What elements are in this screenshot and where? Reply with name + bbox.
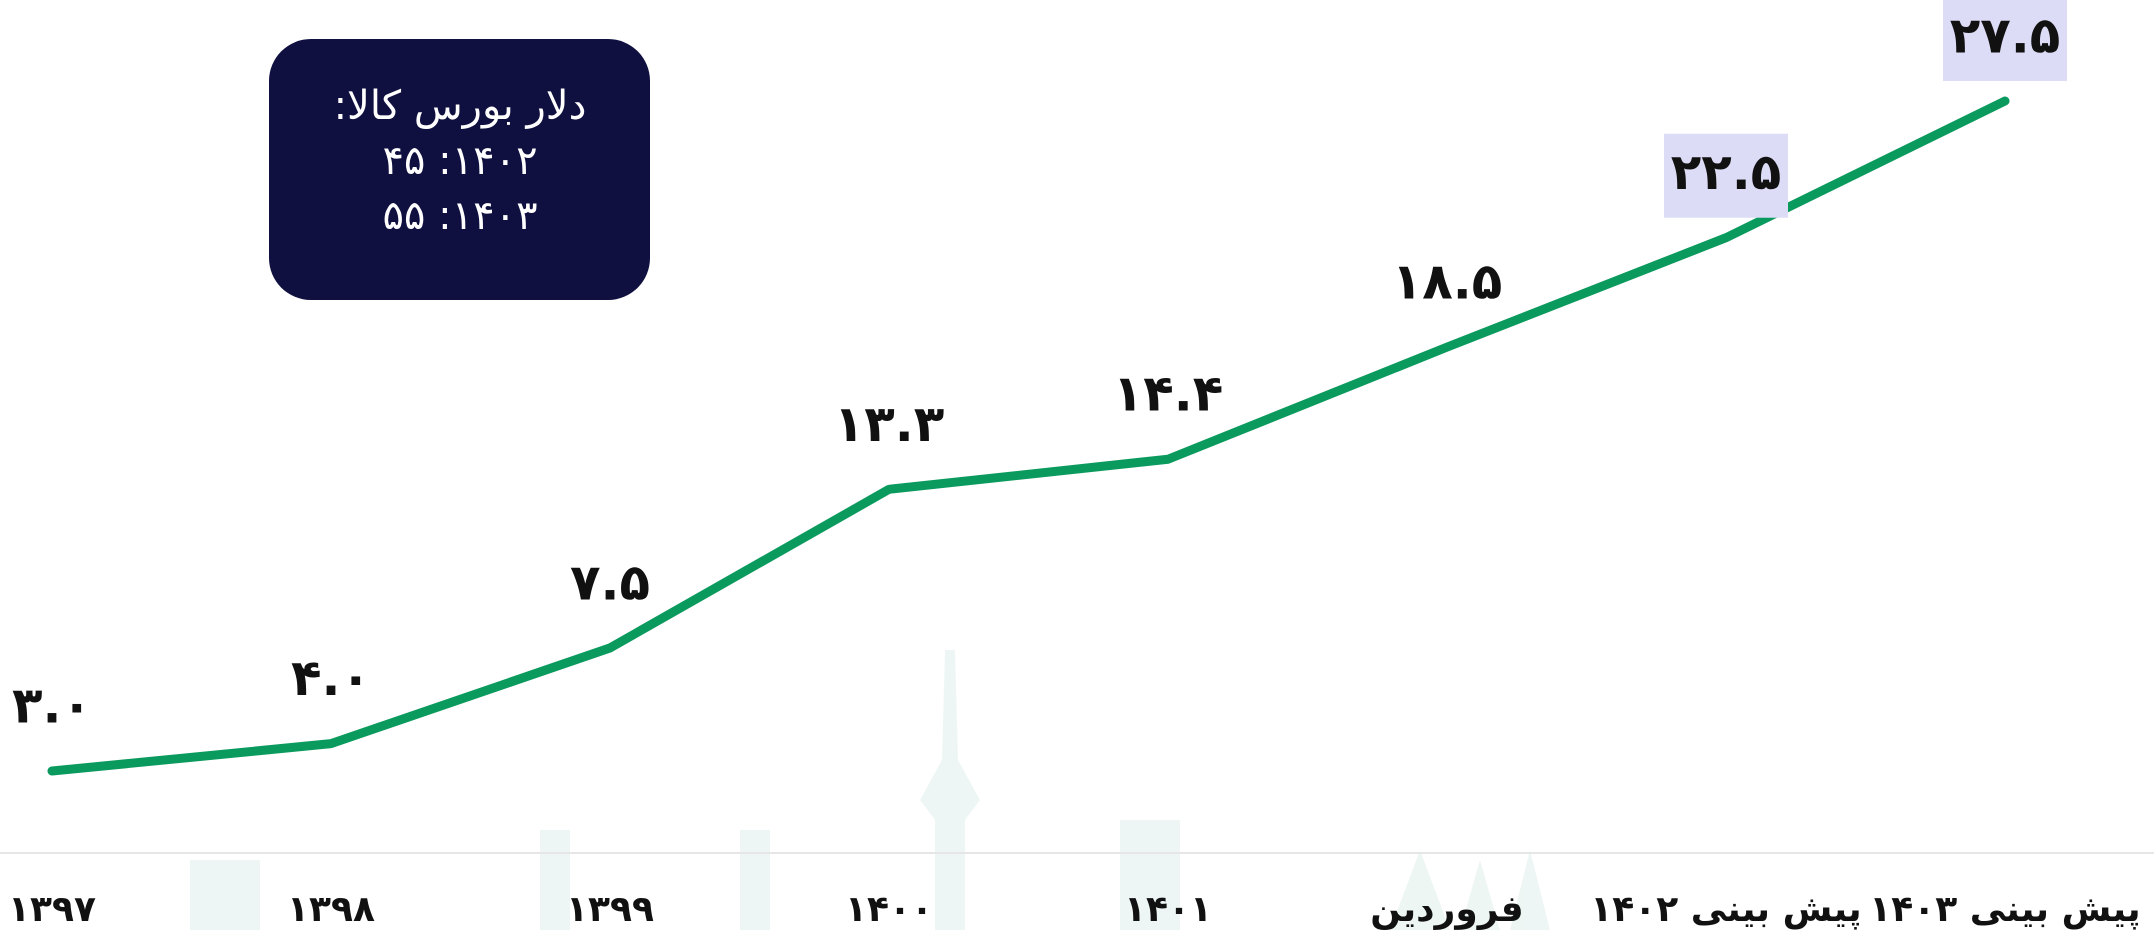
value-label: ۱۴.۴ [1113, 365, 1224, 423]
value-label: ۲۷.۵ [1950, 7, 2061, 65]
x-tick-label: ۱۳۹۹ [566, 889, 654, 930]
value-label: ۴.۰ [291, 649, 371, 707]
x-tick-label: ۱۳۹۸ [287, 889, 375, 930]
value-label: ۱۸.۵ [1392, 253, 1503, 311]
x-tick-label: ۱۴۰۱ [1124, 889, 1212, 930]
label-highlight [1664, 133, 1788, 218]
plot: ۳.۰ ۱۳۹۷ ۴.۰ ۱۳۹۸ ۷.۵ ۱۳۹۹ ۱۳.۳ ۱۴۰۰ ۱۴.۴ ۱۴۰۱ ۱۸.… [8, 0, 2141, 930]
x-tick-label: فروردین [1370, 889, 1523, 930]
skyline-decoration [190, 650, 1550, 930]
value-label: ۳.۰ [12, 677, 92, 735]
value-label: ۲۲.۵ [1671, 143, 1782, 201]
x-tick-label: ۱۳۹۷ [8, 889, 96, 930]
line [47, 96, 2010, 776]
note-box [269, 39, 650, 300]
value-label: ۱۳.۳ [834, 395, 945, 453]
x-tick-label: ۱۴۰۰ [845, 889, 933, 930]
note-line: ۱۴۰۲: ۴۵ [382, 138, 537, 184]
x-tick-label: پیش بینی ۱۴۰۲ [1590, 889, 1861, 930]
value-label: ۷.۵ [570, 553, 650, 611]
note-line: دلار بورس کالا: [334, 83, 587, 129]
note-line: ۱۴۰۳: ۵۵ [382, 193, 537, 239]
x-tick-label: پیش بینی ۱۴۰۳ [1869, 889, 2140, 930]
label-highlight [1943, 0, 2067, 81]
